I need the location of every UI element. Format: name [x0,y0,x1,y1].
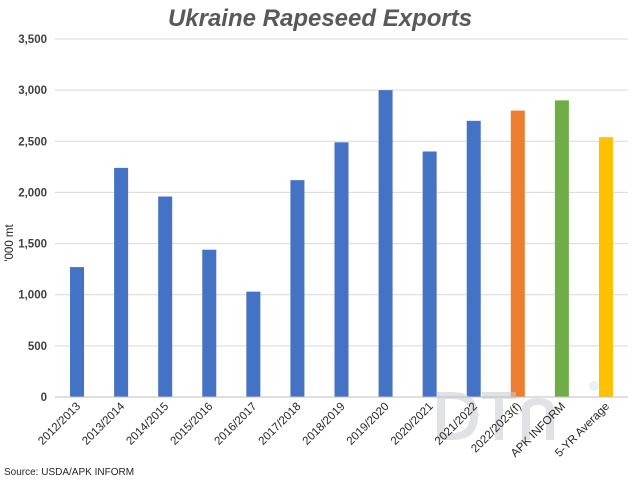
bar [466,120,481,397]
bar [334,142,349,397]
bar [202,249,217,397]
y-tick-label: 1,000 [18,290,47,302]
bar [598,137,613,398]
bar [70,267,85,397]
x-category-label: 2019/2020 [345,401,392,448]
y-axis-label: '000 mt [4,224,16,262]
bar [290,180,305,397]
x-category-label: 2020/2021 [389,401,436,448]
bars [70,90,613,398]
y-tick-label: 0 [41,392,47,404]
bar [158,196,173,397]
x-category-label: 2018/2019 [301,401,348,448]
bar [422,151,437,397]
bar [246,291,261,397]
x-category-label: 2012/2013 [36,401,83,448]
bar [510,110,525,397]
y-tick-label: 3,500 [18,34,47,46]
x-category-label: 2015/2016 [168,401,215,448]
source-note: Source: USDA/APK INFORM [4,467,134,478]
y-tick-label: 3,000 [18,85,47,97]
x-category-label: 2013/2014 [80,400,127,447]
x-category-label: 2014/2015 [124,401,171,448]
x-category-label: 2016/2017 [213,401,260,448]
bar [378,90,393,398]
bar [554,100,569,397]
x-category-label: 2017/2018 [257,401,304,448]
dtn-watermark-logo [437,381,599,440]
y-axis-ticks: 0 500 1,000 1,500 2,000 2,500 3,000 3,500 [18,34,47,404]
y-tick-label: 500 [28,341,47,353]
y-tick-label: 2,000 [18,187,47,199]
bar [114,167,129,397]
y-tick-label: 1,500 [18,239,47,251]
y-tick-label: 2,500 [18,136,47,148]
chart-title: Ukraine Rapeseed Exports [168,5,472,32]
